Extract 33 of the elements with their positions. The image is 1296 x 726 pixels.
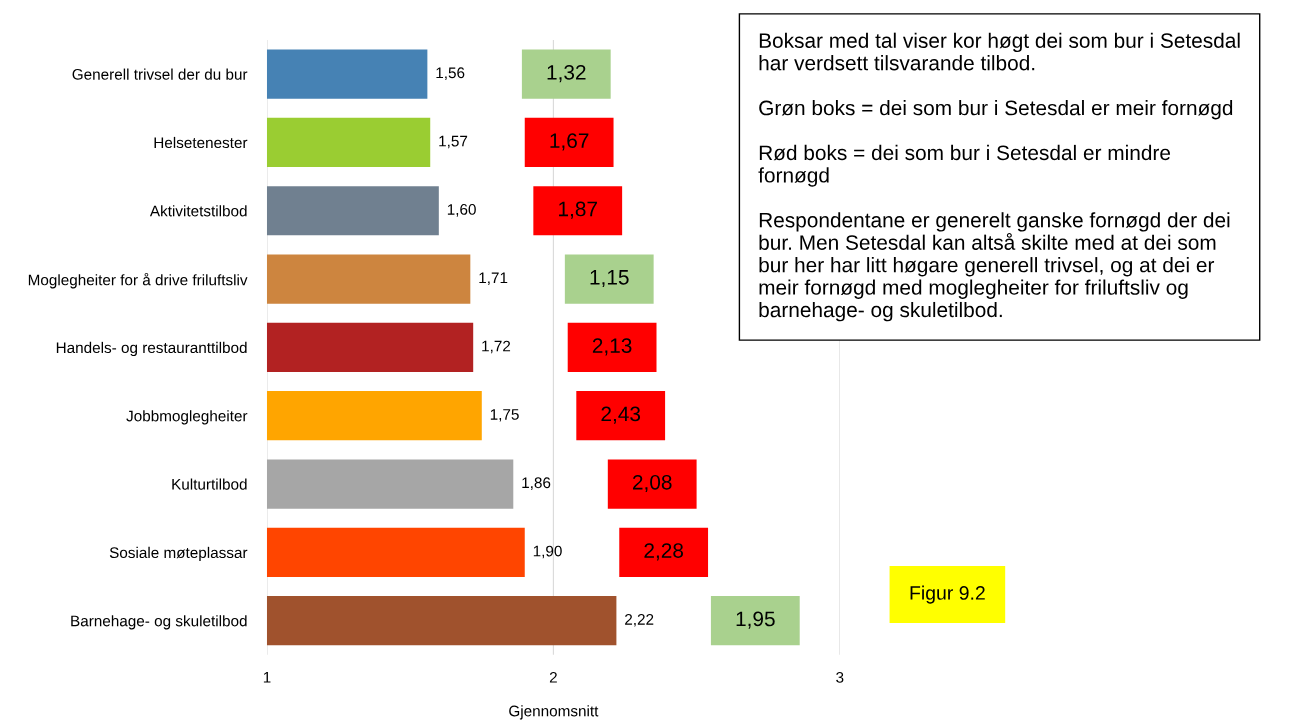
annotation: 1,32 bbox=[547, 64, 586, 83]
y-tick-label: Barnehage- og skuletilbod bbox=[71, 615, 247, 630]
x-tick-label: 2 bbox=[549, 671, 557, 683]
annotation: 1,87 bbox=[559, 201, 597, 219]
annotation: 1,15 bbox=[590, 270, 629, 288]
data-label: 1,75 bbox=[490, 409, 519, 422]
annotation: 2,13 bbox=[592, 338, 632, 356]
data-label: 1,90 bbox=[533, 545, 562, 559]
annotation: 2,08 bbox=[632, 474, 672, 493]
y-tick-label: Generell trivsel der du bur bbox=[72, 68, 248, 80]
data-label: 1,86 bbox=[522, 477, 551, 490]
text: Boksar med tal viser kor høgt dei som bur i Setesdal har verdsett tilsvarande tilbod. Grøn boks = dei som bur i Setesdal er meir fornøgd Rød boks = dei som bur i Setesdal er mindre fornøgd Respondentane er generelt ganske fornøgd der dei bur. Men Setesdal kan altså skilte med at dei som bur her har litt høgare generell trivsel, og at dei er meir fornøgd med moglegheiter for friluftsliv og barnehage- og skuletilbod. bbox=[758, 32, 1240, 322]
x-tick-label: 1 bbox=[263, 672, 271, 683]
y-tick-label: Aktivitetstilbod bbox=[149, 205, 247, 217]
annotation: 1,95 bbox=[736, 611, 775, 629]
annotation: 2,28 bbox=[644, 543, 684, 561]
annotation: 1,67 bbox=[550, 133, 589, 151]
x-axis-title: Gjennomsnitt bbox=[509, 705, 599, 720]
data-label: 2,22 bbox=[625, 613, 654, 627]
annotation: 2,43 bbox=[601, 406, 641, 424]
y-tick-label: Kulturtilbod bbox=[172, 478, 247, 490]
data-label: 1,71 bbox=[479, 272, 508, 285]
y-tick-label: Handels- og restauranttilbod bbox=[56, 341, 247, 357]
y-tick-label: Helsetenester bbox=[154, 136, 248, 149]
y-tick-label: Sosiale møteplassar bbox=[109, 546, 248, 562]
data-label: 1,57 bbox=[439, 135, 468, 149]
data-label: 1,60 bbox=[447, 204, 476, 217]
data-label: 1,72 bbox=[482, 340, 511, 354]
text: Figur 9.2 bbox=[910, 585, 985, 604]
data-label: 1,56 bbox=[436, 67, 465, 80]
y-tick-label: Moglegheiter for å drive friluftsliv bbox=[28, 272, 248, 289]
x-tick-label: 3 bbox=[836, 671, 844, 683]
y-tick-label: Jobbmoglegheiter bbox=[126, 410, 248, 425]
